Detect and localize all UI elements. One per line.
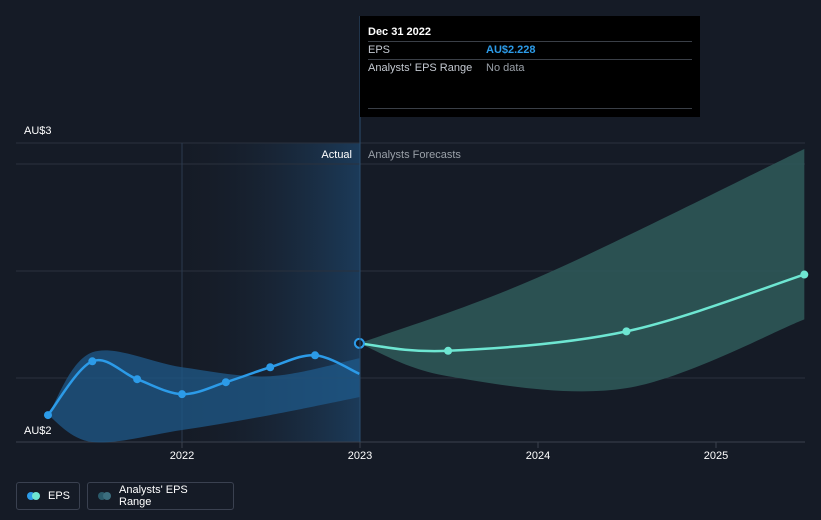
legend-range-label: Analysts' EPS Range — [119, 484, 188, 508]
legend-eps-button[interactable]: EPS — [16, 482, 80, 510]
tooltip-row-range: Analysts' EPS Range No data — [368, 59, 692, 77]
eps-point-2 — [133, 375, 142, 384]
eps-point-4 — [221, 378, 230, 387]
eps-range-forecast-area — [359, 148, 805, 392]
eps-point-6 — [311, 351, 320, 360]
range-legend-icon — [98, 492, 111, 500]
legend-range-button[interactable]: Analysts' EPS Range — [87, 482, 234, 510]
tooltip-divider — [368, 108, 692, 109]
x-tick-label-2024: 2024 — [526, 450, 550, 462]
legend-eps-label: EPS — [48, 490, 71, 502]
forecast-point-1 — [622, 327, 631, 336]
x-tick-label-2023: 2023 — [348, 450, 372, 462]
tooltip-row-eps: EPS AU$2.228 — [368, 41, 692, 59]
y-tick-label-bottom: AU$2 — [24, 425, 52, 437]
tooltip-range-value: No data — [486, 62, 525, 74]
eps-points — [43, 270, 809, 420]
actual-label: Actual — [321, 149, 352, 161]
forecast-label: Analysts Forecasts — [368, 149, 461, 161]
y-tick-label-top: AU$3 — [24, 125, 52, 137]
tooltip-range-label: Analysts' EPS Range — [368, 62, 473, 74]
series-line-1 — [359, 273, 805, 353]
eps-point-5 — [266, 363, 275, 372]
eps-point-1 — [88, 357, 97, 366]
eps-point-3 — [178, 390, 186, 399]
tooltip-eps-label: EPS — [368, 44, 391, 56]
x-tick-label-2022: 2022 — [170, 450, 194, 462]
x-axis-ticks: 2022 2023 2024 2025 — [170, 442, 728, 462]
eps-legend-icon — [27, 492, 40, 500]
highlight-point — [353, 337, 365, 349]
tooltip-eps-value: AU$2.228 — [486, 44, 536, 56]
forecast-point-2 — [800, 270, 809, 279]
eps-range-areas — [47, 148, 805, 443]
x-tick-label-2025: 2025 — [704, 450, 728, 462]
tooltip-date: Dec 31 2022 — [368, 26, 431, 38]
tooltip: Dec 31 2022 EPS AU$2.228 Analysts' EPS R… — [360, 16, 700, 117]
forecast-point-0 — [444, 346, 453, 355]
eps-point-0 — [43, 411, 52, 420]
